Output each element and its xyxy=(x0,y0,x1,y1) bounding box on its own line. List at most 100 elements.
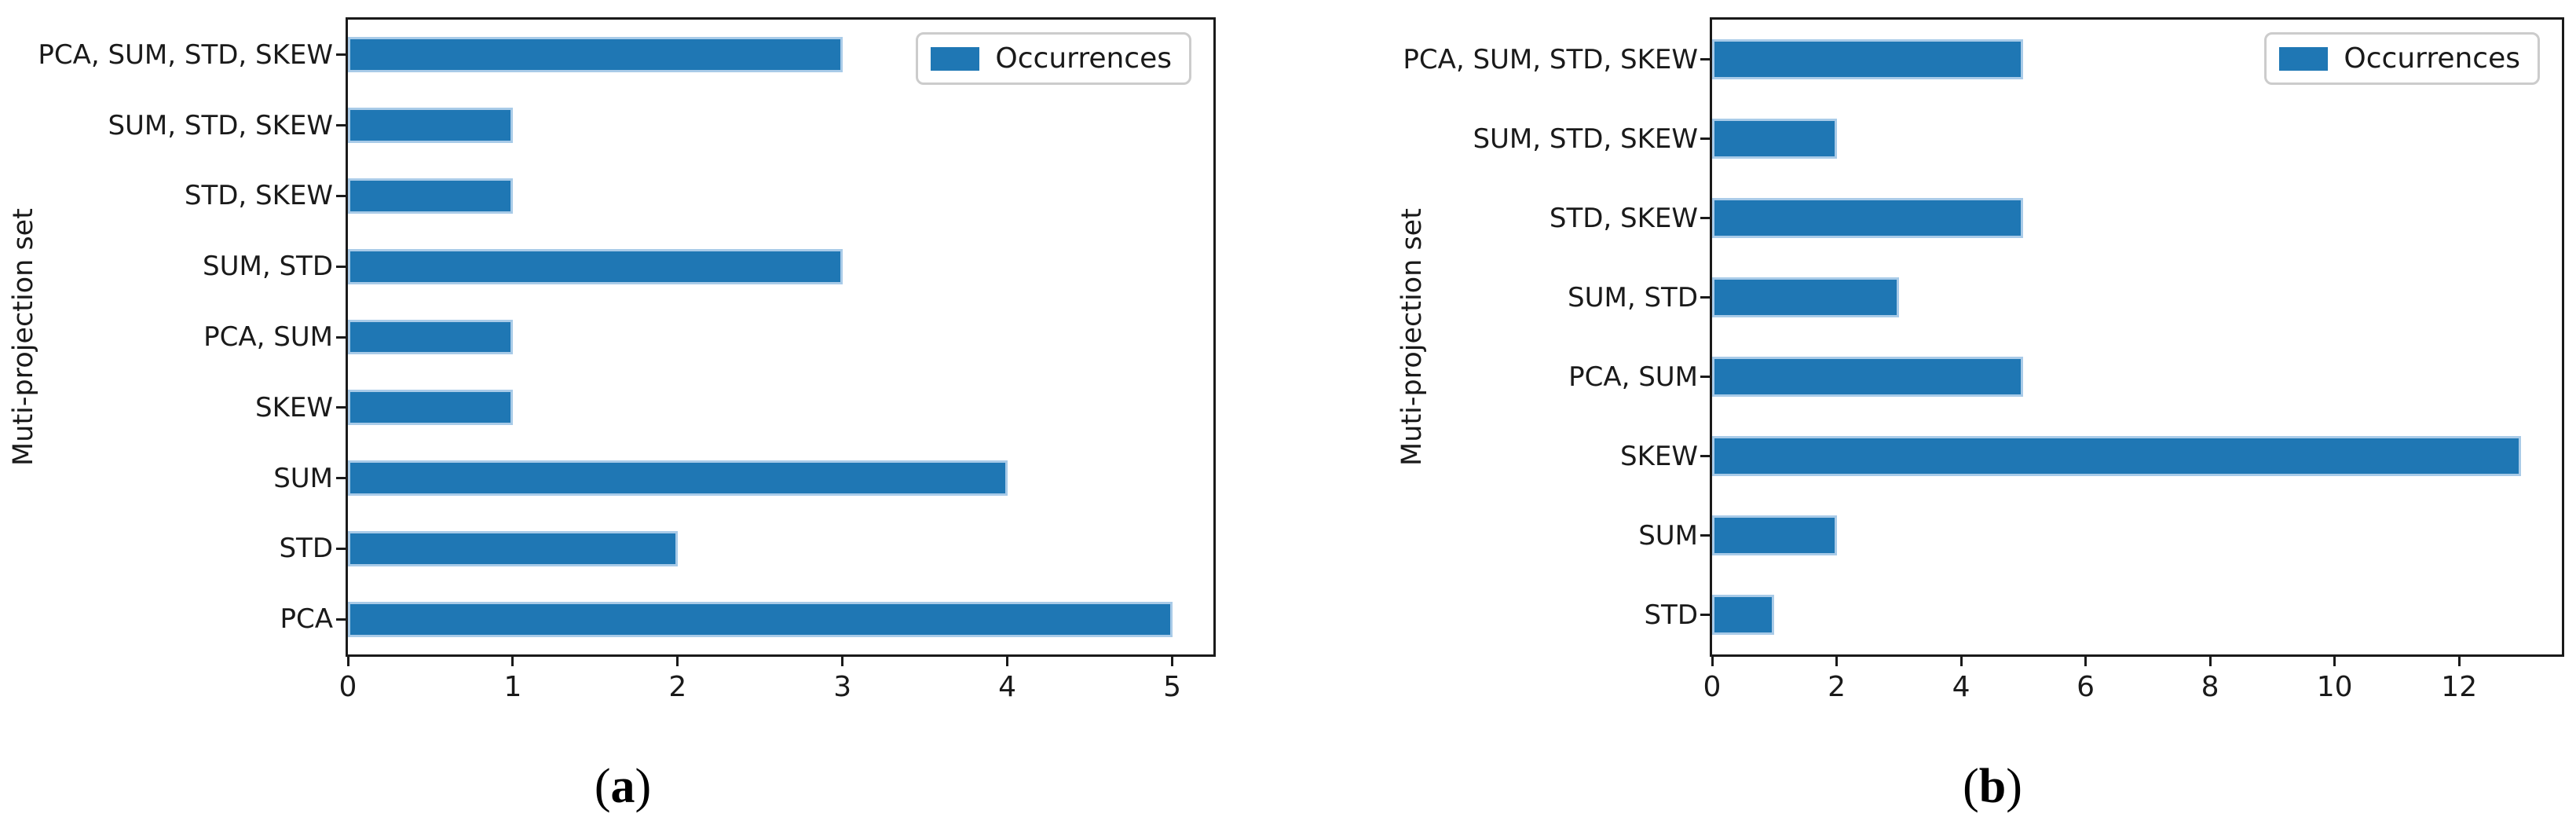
y-category-labels: PCA, SUM, STD, SKEW SUM, STD, SKEW STD, SK… xyxy=(1335,20,1698,654)
y-tick-label: SUM, STD, SKEW xyxy=(108,109,333,141)
bar-pca-sum-std-skew xyxy=(348,37,843,73)
caption-letter: a xyxy=(610,760,635,813)
bar-pca-sum-std-skew xyxy=(1712,39,2024,79)
bar-skew xyxy=(348,390,513,426)
bar-std xyxy=(1712,595,1775,635)
bar-sum-std-skew xyxy=(1712,119,1837,159)
caption-open-paren: ( xyxy=(1963,760,1979,813)
y-tick-label: SKEW xyxy=(255,391,333,423)
y-tick-mark xyxy=(336,124,346,127)
y-tick-label: STD, SKEW xyxy=(184,180,333,212)
bar-std-skew xyxy=(348,178,513,214)
y-tick-label: SUM, STD xyxy=(203,251,333,283)
y-tick-label: STD xyxy=(279,533,333,565)
y-tick-mark xyxy=(1700,217,1710,219)
y-tick-label: PCA, SUM xyxy=(1568,361,1698,393)
x-tick-label: 4 xyxy=(1952,671,1970,703)
x-tick-mark xyxy=(511,657,514,666)
y-tick-mark xyxy=(336,53,346,57)
y-tick-mark xyxy=(1700,296,1710,299)
y-tick-label: SUM, STD xyxy=(1568,281,1698,313)
x-axis-ticks: 0 1 2 3 4 5 xyxy=(339,657,1213,720)
y-tick-mark xyxy=(1700,614,1710,616)
x-tick-mark xyxy=(2084,657,2088,666)
legend-label: Occurrences xyxy=(2344,42,2520,75)
y-tick-mark xyxy=(1700,534,1710,537)
x-tick-label: 10 xyxy=(2316,671,2353,703)
y-tick-label: PCA, SUM, STD, SKEW xyxy=(38,38,333,71)
y-tick-label: SUM, STD, SKEW xyxy=(1473,123,1698,155)
legend-swatch-occurrences xyxy=(931,46,980,71)
caption-close-paren: ) xyxy=(635,760,652,813)
bar-std xyxy=(348,530,678,566)
bar-sum-std-skew xyxy=(348,108,513,144)
bar-sum-std xyxy=(348,248,843,284)
caption-open-paren: ( xyxy=(594,760,611,813)
y-tick-mark xyxy=(336,265,346,268)
y-category-labels: PCA, SUM, STD, SKEW SUM, STD, SKEW STD, SK… xyxy=(0,20,333,654)
x-tick-mark xyxy=(1711,657,1714,666)
x-tick-label: 1 xyxy=(503,671,522,703)
y-tick-mark xyxy=(336,194,346,197)
x-tick-mark xyxy=(346,657,349,666)
x-tick-mark xyxy=(2333,657,2336,666)
y-tick-mark xyxy=(336,547,346,550)
x-tick-mark xyxy=(1835,657,1839,666)
x-tick-mark xyxy=(2457,657,2461,666)
y-tick-label: SUM xyxy=(273,462,333,494)
x-tick-label: 3 xyxy=(833,671,852,703)
x-tick-label: 2 xyxy=(668,671,687,703)
x-tick-label: 8 xyxy=(2201,671,2219,703)
legend-swatch-occurrences xyxy=(2279,46,2329,71)
bar-sum-std xyxy=(1712,277,1899,317)
x-tick-label: 4 xyxy=(998,671,1017,703)
y-tick-label: PCA, SUM, STD, SKEW xyxy=(1403,43,1698,75)
legend: Occurrences xyxy=(2264,32,2540,85)
x-tick-label: 6 xyxy=(2077,671,2095,703)
caption-close-paren: ) xyxy=(2006,760,2022,813)
y-axis-ticks xyxy=(1700,20,1710,654)
legend-label: Occurrences xyxy=(995,42,1172,75)
bar-sum xyxy=(1712,515,1837,555)
x-tick-mark xyxy=(1959,657,1963,666)
plot-area-a: Occurrences xyxy=(346,17,1216,657)
y-tick-label: PCA xyxy=(280,603,333,636)
x-tick-mark xyxy=(841,657,844,666)
x-tick-mark xyxy=(1171,657,1174,666)
y-axis-ticks xyxy=(336,20,346,654)
y-tick-label: STD, SKEW xyxy=(1549,202,1698,234)
bar-skew xyxy=(1712,436,2522,476)
plot-area-b: Occurrences xyxy=(1710,17,2564,657)
subfigure-caption-a: (a) xyxy=(536,759,709,815)
bar-sum xyxy=(348,460,1008,496)
caption-letter: b xyxy=(1978,760,2007,813)
x-tick-label: 2 xyxy=(1828,671,1846,703)
y-tick-label: STD xyxy=(1644,599,1698,631)
y-tick-mark xyxy=(1700,58,1710,60)
x-tick-label: 0 xyxy=(1703,671,1722,703)
x-tick-label: 5 xyxy=(1163,671,1181,703)
y-tick-mark xyxy=(1700,137,1710,140)
bar-pca-sum xyxy=(1712,357,2024,397)
y-tick-label: SUM xyxy=(1638,519,1698,552)
y-tick-mark xyxy=(1700,376,1710,378)
y-tick-mark xyxy=(336,406,346,409)
x-tick-mark xyxy=(2208,657,2212,666)
x-tick-mark xyxy=(1006,657,1009,666)
bar-pca-sum xyxy=(348,319,513,355)
y-tick-mark xyxy=(1700,455,1710,457)
x-axis-ticks: 0 2 4 6 8 10 12 xyxy=(1703,657,2562,720)
y-tick-mark xyxy=(336,477,346,480)
legend: Occurrences xyxy=(916,32,1191,85)
bar-std-skew xyxy=(1712,198,2024,238)
bar-pca xyxy=(348,601,1173,637)
subfigure-caption-b: (b) xyxy=(1906,759,2079,815)
y-tick-mark xyxy=(336,335,346,339)
y-tick-label: PCA, SUM xyxy=(203,321,333,353)
x-tick-label: 0 xyxy=(338,671,357,703)
y-tick-mark xyxy=(336,618,346,621)
x-tick-mark xyxy=(676,657,679,666)
